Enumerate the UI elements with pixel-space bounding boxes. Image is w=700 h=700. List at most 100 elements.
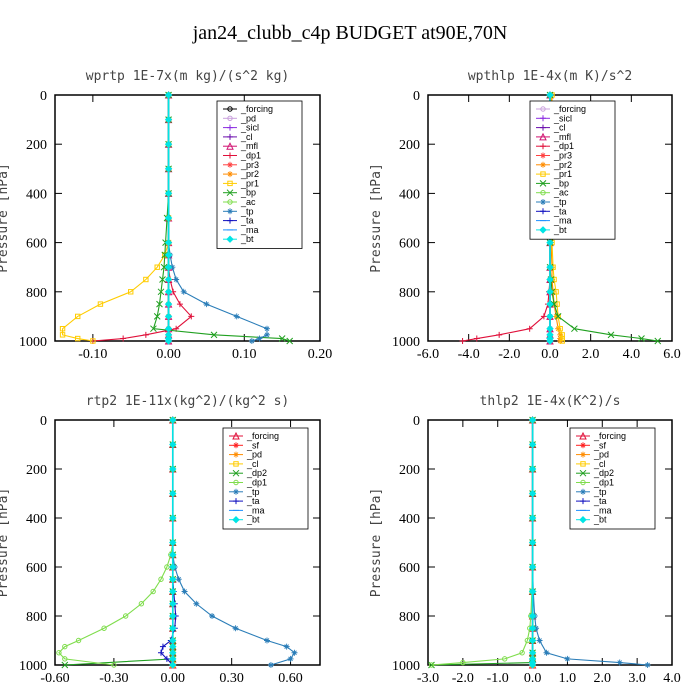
- legend-label: _pd: [240, 113, 256, 123]
- data-point: [459, 338, 466, 344]
- legend-entry: _cl: [229, 459, 259, 469]
- legend-entry: _pd: [229, 450, 262, 460]
- y-tick-label: 400: [26, 512, 47, 527]
- legend-label: _bt: [553, 225, 567, 235]
- y-axis-label: Pressure [hPa]: [0, 163, 11, 273]
- legend-label: _tp: [593, 487, 607, 497]
- data-point: [142, 331, 149, 338]
- y-tick-label: 800: [26, 610, 47, 625]
- legend-marker: [232, 469, 240, 477]
- legend-marker: [580, 461, 586, 467]
- data-point: [169, 538, 177, 547]
- legend-marker: [233, 488, 239, 495]
- data-point: [169, 612, 177, 620]
- data-point: [163, 655, 170, 662]
- legend-marker: [233, 461, 239, 467]
- y-tick-label: 0: [40, 414, 47, 429]
- legend-label: _pr2: [553, 160, 572, 170]
- data-point: [164, 312, 173, 321]
- legend-entry: _pr2: [536, 160, 572, 170]
- series-line: [64, 420, 174, 666]
- data-point: [248, 338, 255, 344]
- data-point: [528, 440, 537, 449]
- data-point: [546, 238, 554, 247]
- y-tick-label: 1000: [392, 659, 420, 674]
- data-point: [164, 337, 173, 345]
- data-point: [571, 325, 578, 333]
- legend-label: _ta: [246, 496, 260, 506]
- legend-entry: _cl: [223, 132, 253, 142]
- data-point: [75, 313, 81, 320]
- panel-title: wprtp 1E-7x(m kg)/(s^2 kg): [86, 69, 290, 84]
- legend-label: _pd: [593, 450, 609, 460]
- x-tick-label: 3.0: [628, 671, 646, 686]
- legend-entry: _pd: [223, 113, 256, 123]
- legend-entry: _dp1: [223, 151, 261, 161]
- legend-entry: _ma: [229, 505, 265, 515]
- legend-label: _pr1: [553, 169, 572, 179]
- legend-marker: [539, 180, 547, 187]
- legend-entry: _forcing: [576, 431, 626, 441]
- data-point: [164, 275, 173, 284]
- legend-label: _dp2: [593, 468, 614, 478]
- data-point: [528, 563, 537, 571]
- legend-label: _mfl: [240, 141, 258, 151]
- data-point: [554, 301, 560, 307]
- y-tick-label: 600: [399, 561, 420, 576]
- legend-marker: [539, 226, 547, 234]
- data-point: [546, 288, 554, 296]
- y-tick-label: 800: [399, 610, 420, 625]
- legend-marker: [233, 451, 239, 458]
- legend-label: _cl: [246, 459, 259, 469]
- legend-marker: [580, 451, 586, 458]
- x-tick-label: -0.60: [40, 671, 69, 686]
- data-point: [159, 276, 166, 283]
- data-point: [169, 587, 177, 596]
- data-point: [169, 514, 177, 522]
- x-tick-label: 0.10: [232, 347, 257, 362]
- y-tick-label: 800: [26, 286, 47, 301]
- legend: _forcing_sicl_cl_mfl_dp1_pr3_pr2_pr1_bp_…: [529, 100, 616, 240]
- legend-marker: [579, 431, 587, 440]
- data-point: [540, 313, 547, 320]
- data-point: [138, 601, 145, 607]
- y-axis-label: Pressure [hPa]: [369, 163, 384, 273]
- legend-label: _pr3: [553, 151, 572, 161]
- panel-title: thlp2 1E-4x(K^2)/s: [480, 394, 621, 409]
- data-point: [233, 313, 240, 320]
- legend-marker: [580, 498, 586, 505]
- data-point: [169, 416, 177, 424]
- legend-label: _pr1: [240, 178, 259, 188]
- data-point: [559, 338, 565, 344]
- data-point: [528, 661, 537, 669]
- data-point: [554, 313, 562, 320]
- legend-entry: _bp: [536, 178, 569, 188]
- data-point: [638, 335, 645, 342]
- data-point: [526, 325, 533, 332]
- legend-marker: [540, 143, 546, 150]
- legend-marker: [579, 515, 587, 524]
- data-point: [528, 612, 537, 620]
- data-point: [164, 140, 173, 148]
- x-tick-label: 0.60: [278, 671, 303, 686]
- data-point: [169, 563, 177, 571]
- legend-marker: [227, 115, 233, 122]
- legend-marker: [227, 152, 233, 159]
- legend-entry: _forcing: [223, 104, 273, 114]
- x-tick-label: -3.0: [417, 671, 439, 686]
- legend-entry: _ta: [229, 496, 260, 506]
- legend-entry: _dp2: [229, 468, 267, 478]
- data-point: [286, 337, 294, 345]
- legend: _forcing_sf_pd_cl_dp2_dp1_tp_ta_ma_bt: [222, 427, 309, 530]
- data-point: [164, 251, 173, 259]
- legend-label: _dp1: [240, 151, 261, 161]
- data-point: [173, 276, 180, 283]
- data-point: [460, 659, 466, 666]
- data-point: [169, 600, 177, 608]
- legend-marker: [540, 152, 546, 159]
- y-tick-label: 600: [26, 237, 47, 252]
- chart-panel-1: wprtp 1E-7x(m kg)/(s^2 kg) Pressure [hPa]…: [0, 69, 332, 362]
- legend-marker: [540, 124, 546, 131]
- legend-marker: [540, 208, 546, 215]
